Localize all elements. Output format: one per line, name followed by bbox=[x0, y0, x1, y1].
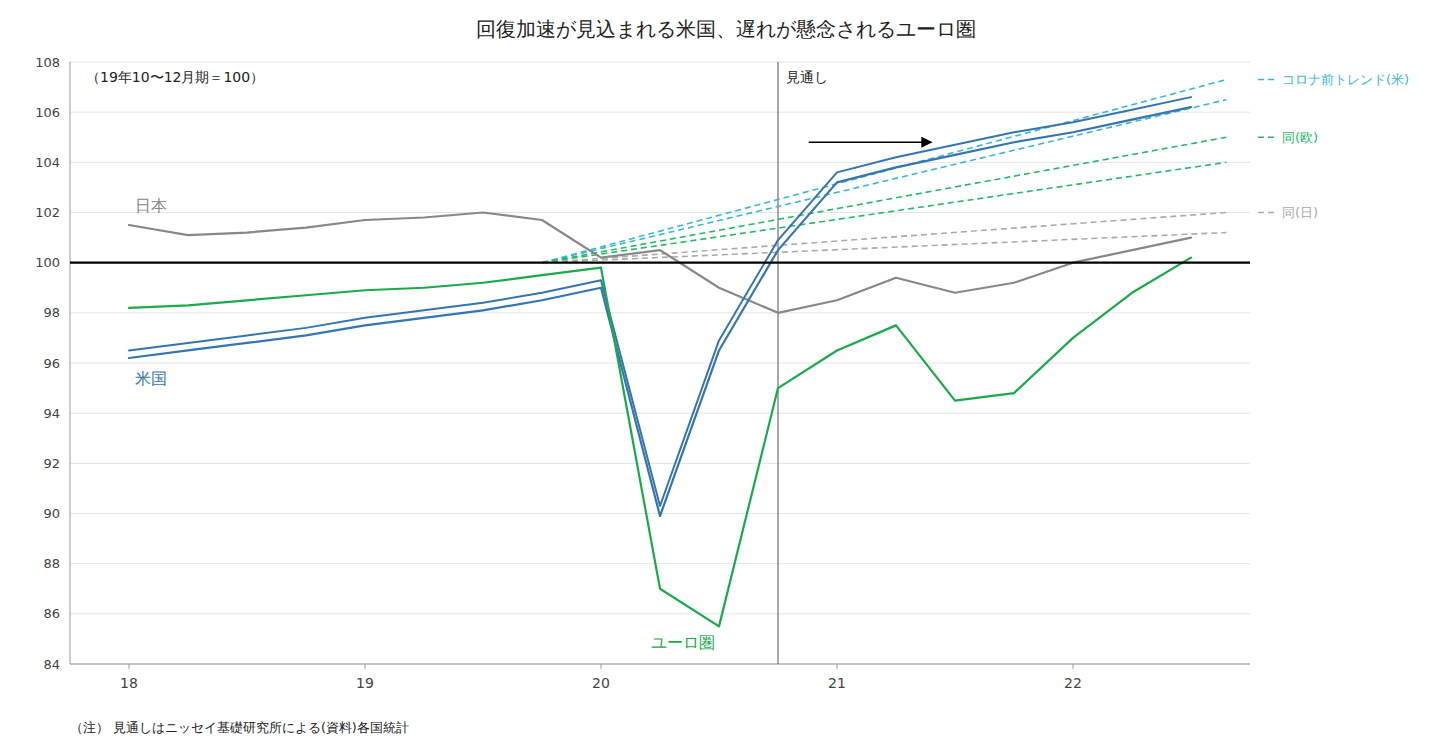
y-axis-line bbox=[70, 62, 71, 664]
trend-key bbox=[1258, 136, 1276, 138]
forecast-line bbox=[778, 62, 779, 664]
forecast-label: 見通し bbox=[786, 69, 828, 85]
series-line bbox=[129, 97, 1191, 506]
trend-line bbox=[542, 100, 1226, 263]
grid-line bbox=[70, 112, 1250, 113]
y-tick-label: 102 bbox=[35, 205, 60, 220]
series-line bbox=[129, 107, 1191, 516]
y-tick-label: 96 bbox=[43, 356, 60, 371]
x-tick-label: 19 bbox=[356, 675, 374, 691]
y-tick-label: 104 bbox=[35, 155, 60, 170]
grid-line bbox=[70, 312, 1250, 313]
y-tick-label: 92 bbox=[43, 456, 60, 471]
trend-label: コロナ前トレンド(米) bbox=[1282, 72, 1409, 87]
trend-label: 同(欧) bbox=[1282, 130, 1318, 145]
trend-key bbox=[1258, 212, 1276, 214]
x-tick-label: 20 bbox=[592, 675, 610, 691]
grid-line bbox=[70, 563, 1250, 564]
series-label: 日本 bbox=[135, 196, 167, 215]
chart: 回復加速が見込まれる米国、遅れが懸念されるユーロ圏 84 86 88 90 92 94 96 9… bbox=[0, 0, 1452, 748]
y-tick-label: 108 bbox=[35, 55, 60, 70]
series-label: ユーロ圏 bbox=[651, 633, 715, 652]
trend-label: 同(日) bbox=[1282, 205, 1318, 220]
trend-line bbox=[542, 233, 1226, 263]
y-tick-label: 88 bbox=[43, 556, 60, 571]
title: 回復加速が見込まれる米国、遅れが懸念されるユーロ圏 bbox=[476, 17, 976, 41]
x-tick bbox=[1073, 664, 1074, 669]
x-tick bbox=[601, 664, 602, 669]
trend-line bbox=[542, 162, 1226, 262]
y-tick-label: 84 bbox=[43, 657, 60, 672]
x-tick bbox=[837, 664, 838, 669]
y-tick-label: 100 bbox=[35, 255, 60, 270]
subtitle: （19年10〜12月期＝100） bbox=[86, 69, 264, 85]
trend-key bbox=[1258, 79, 1276, 81]
y-tick-label: 98 bbox=[43, 305, 60, 320]
grid-line bbox=[70, 413, 1250, 414]
baseline bbox=[70, 262, 1250, 264]
grid-line bbox=[70, 162, 1250, 163]
y-tick-label: 90 bbox=[43, 506, 60, 521]
x-axis-line bbox=[70, 664, 1250, 665]
grid-line bbox=[70, 463, 1250, 464]
x-tick bbox=[129, 664, 130, 669]
y-tick-label: 106 bbox=[35, 105, 60, 120]
note: （注） 見通しはニッセイ基礎研究所による(資料)各国統計 bbox=[70, 720, 409, 735]
series-label: 米国 bbox=[135, 369, 167, 388]
x-tick bbox=[365, 664, 366, 669]
x-tick-label: 22 bbox=[1064, 675, 1082, 691]
x-tick-label: 21 bbox=[828, 675, 846, 691]
grid-line bbox=[70, 363, 1250, 364]
grid-line bbox=[70, 613, 1250, 614]
y-tick-label: 94 bbox=[43, 406, 60, 421]
y-tick-label: 86 bbox=[43, 606, 60, 621]
series-line bbox=[129, 258, 1191, 627]
plot-area bbox=[70, 62, 1250, 664]
forecast-arrow bbox=[809, 142, 932, 143]
trend-line bbox=[542, 137, 1226, 262]
y-grid bbox=[70, 62, 1250, 664]
grid-line bbox=[70, 664, 1250, 665]
grid-line bbox=[70, 262, 1250, 263]
trend-line bbox=[542, 213, 1226, 263]
grid-line bbox=[70, 62, 1250, 63]
grid-line bbox=[70, 212, 1250, 213]
x-tick-label: 18 bbox=[120, 675, 138, 691]
